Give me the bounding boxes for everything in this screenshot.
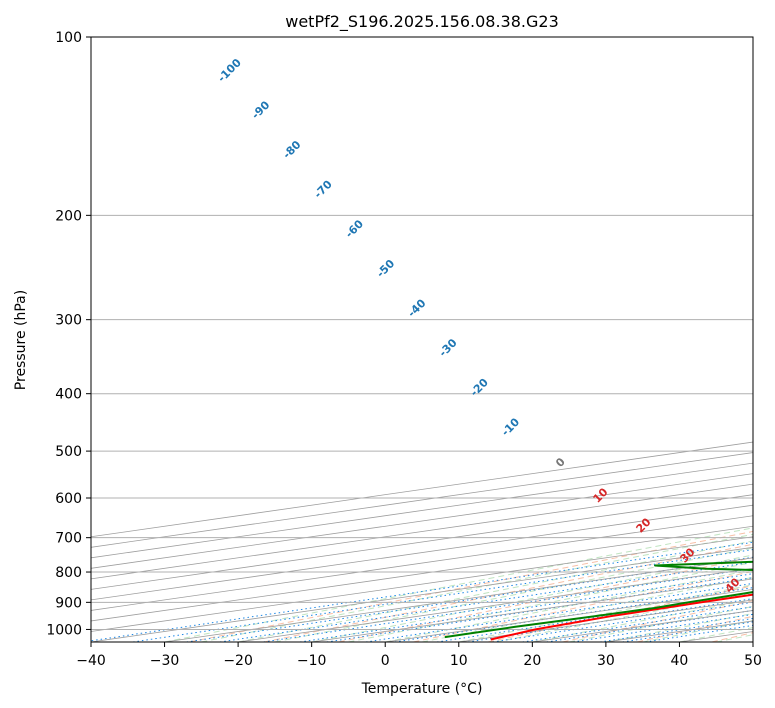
- y-tick-label: 900: [55, 595, 82, 611]
- x-tick-label: −20: [223, 653, 253, 669]
- mixing-ratio-line: [186, 556, 753, 642]
- chart-title: wetPf2_S196.2025.156.08.38.G23: [285, 12, 559, 32]
- y-tick-label: 1000: [46, 622, 82, 638]
- y-tick-label: 100: [55, 30, 82, 46]
- x-tick-label: −10: [297, 653, 327, 669]
- x-tick-label: −40: [76, 653, 106, 669]
- dry-adiabat-label: -80: [280, 138, 303, 161]
- plot-frame: [90, 36, 754, 643]
- dry-adiabat-label: -30: [436, 336, 459, 359]
- isotherm-line: [91, 515, 753, 611]
- dry-adiabat-label: -90: [249, 98, 272, 121]
- x-tick-label: 30: [597, 653, 615, 669]
- x-tick-label: 50: [744, 653, 762, 669]
- y-tick-label: 700: [55, 531, 82, 547]
- isotherm-line: [91, 504, 753, 601]
- isotherm-line: [311, 578, 753, 642]
- moist-adiabat-label: 10: [591, 485, 611, 505]
- y-tick-label: 200: [55, 208, 82, 224]
- isotherm-line: [91, 462, 753, 559]
- axis-ticks: −40 −30 −20 −10 0 10 20 30 40 5010020030040050060…: [46, 30, 762, 669]
- mixing-ratio-line: [91, 541, 753, 642]
- isotherm-line: [91, 494, 753, 590]
- moist-adiabat-label: 0: [553, 455, 568, 470]
- x-tick-label: −30: [150, 653, 180, 669]
- background-lines: [91, 37, 753, 642]
- y-axis-label: Pressure (hPa): [13, 290, 29, 390]
- x-tick-label: 10: [450, 653, 468, 669]
- isotherm-line: [91, 525, 753, 622]
- mixing-ratio-line: [326, 577, 753, 642]
- moist-adiabat-label: 40: [723, 575, 743, 595]
- isotherm-line: [752, 641, 753, 642]
- isotherm-line: [91, 441, 753, 538]
- x-tick-label: 0: [381, 653, 390, 669]
- dry-adiabat-label: -50: [374, 257, 397, 280]
- y-tick-label: 300: [55, 313, 82, 329]
- moist-adiabat-line: [642, 619, 753, 642]
- dry-adiabat-line: [189, 530, 753, 642]
- isotherm-line: [91, 452, 753, 548]
- moist-adiabat-line: [348, 561, 753, 642]
- temperature-profile: [490, 593, 753, 641]
- isotherm-line: [91, 483, 753, 580]
- moist-adiabat-line: [752, 641, 753, 642]
- x-tick-label: 20: [523, 653, 541, 669]
- isotherm-line: [91, 536, 753, 632]
- x-axis-label: Temperature (°C): [361, 681, 483, 697]
- dry-adiabat-line: [338, 557, 753, 642]
- isotherm-line: [91, 473, 753, 569]
- y-tick-label: 400: [55, 387, 82, 403]
- moist-adiabat-line: [495, 591, 753, 642]
- dry-adiabat-line: [487, 585, 753, 642]
- y-tick-label: 800: [55, 565, 82, 581]
- dry-adiabat-line: [413, 570, 753, 642]
- dry-adiabat-label: -70: [312, 178, 335, 201]
- mixing-ratio-line: [365, 582, 753, 642]
- dry-adiabat-label: -40: [405, 296, 428, 319]
- profile-series: [444, 560, 753, 641]
- dry-adiabat-label: -100: [215, 56, 244, 85]
- y-tick-label: 600: [55, 491, 82, 507]
- moist-adiabat-line: [311, 554, 753, 642]
- dry-adiabat-label: -10: [499, 415, 522, 438]
- moist-adiabat-line: [421, 576, 753, 642]
- dry-adiabat-label: -60: [343, 217, 366, 240]
- dry-adiabat-label: -20: [468, 376, 491, 399]
- dry-adiabat-line: [637, 615, 753, 642]
- y-tick-label: 500: [55, 444, 82, 460]
- dry-adiabat-line: [264, 543, 753, 642]
- x-tick-label: 40: [671, 653, 689, 669]
